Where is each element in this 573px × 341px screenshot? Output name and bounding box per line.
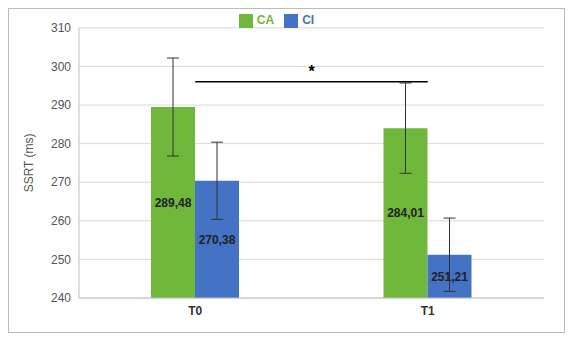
svg-text:240: 240 xyxy=(51,291,71,305)
svg-text:251,21: 251,21 xyxy=(431,270,468,284)
svg-text:300: 300 xyxy=(51,60,71,74)
svg-text:250: 250 xyxy=(51,253,71,267)
svg-text:260: 260 xyxy=(51,214,71,228)
html-text:CI: CI xyxy=(302,13,315,27)
svg-text:290: 290 xyxy=(51,98,71,112)
svg-text:*: * xyxy=(308,63,315,80)
svg-text:SSRT (ms): SSRT (ms) xyxy=(22,133,36,192)
svg-text:310: 310 xyxy=(51,21,71,35)
svg-text:T0: T0 xyxy=(188,304,202,318)
svg-text:270,38: 270,38 xyxy=(199,233,236,247)
html-text:CA: CA xyxy=(256,13,275,27)
svg-text:T1: T1 xyxy=(421,304,435,318)
svg-text:270: 270 xyxy=(51,175,71,189)
svg-text:289,48: 289,48 xyxy=(155,196,192,210)
svg-text:280: 280 xyxy=(51,137,71,151)
svg-text:284,01: 284,01 xyxy=(387,206,424,220)
